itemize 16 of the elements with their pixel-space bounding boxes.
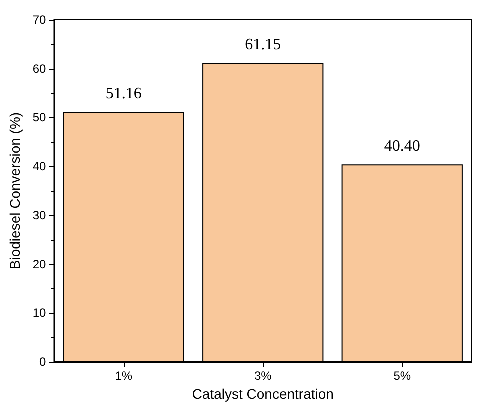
y-tick-label: 0 [40, 355, 47, 369]
y-tick-label: 40 [32, 160, 47, 174]
data-label: 40.40 [384, 138, 420, 156]
y-tick-label: 60 [32, 62, 47, 76]
y-tick-label: 20 [32, 257, 47, 272]
y-tick-label: 10 [32, 306, 47, 320]
y-axis-title: Biodiesel Conversion (%) [7, 112, 23, 270]
x-axis-title: Catalyst Concentration [192, 386, 334, 402]
data-label: 61.15 [245, 36, 282, 54]
data-label: 51.16 [106, 86, 142, 103]
x-tick-label: 1% [115, 369, 133, 383]
y-tick-label: 70 [32, 13, 47, 27]
y-tick-label: 50 [32, 110, 47, 125]
y-tick-label: 30 [32, 208, 47, 222]
x-tick-label: 5% [394, 369, 412, 383]
x-tick-label: 3% [254, 369, 272, 383]
